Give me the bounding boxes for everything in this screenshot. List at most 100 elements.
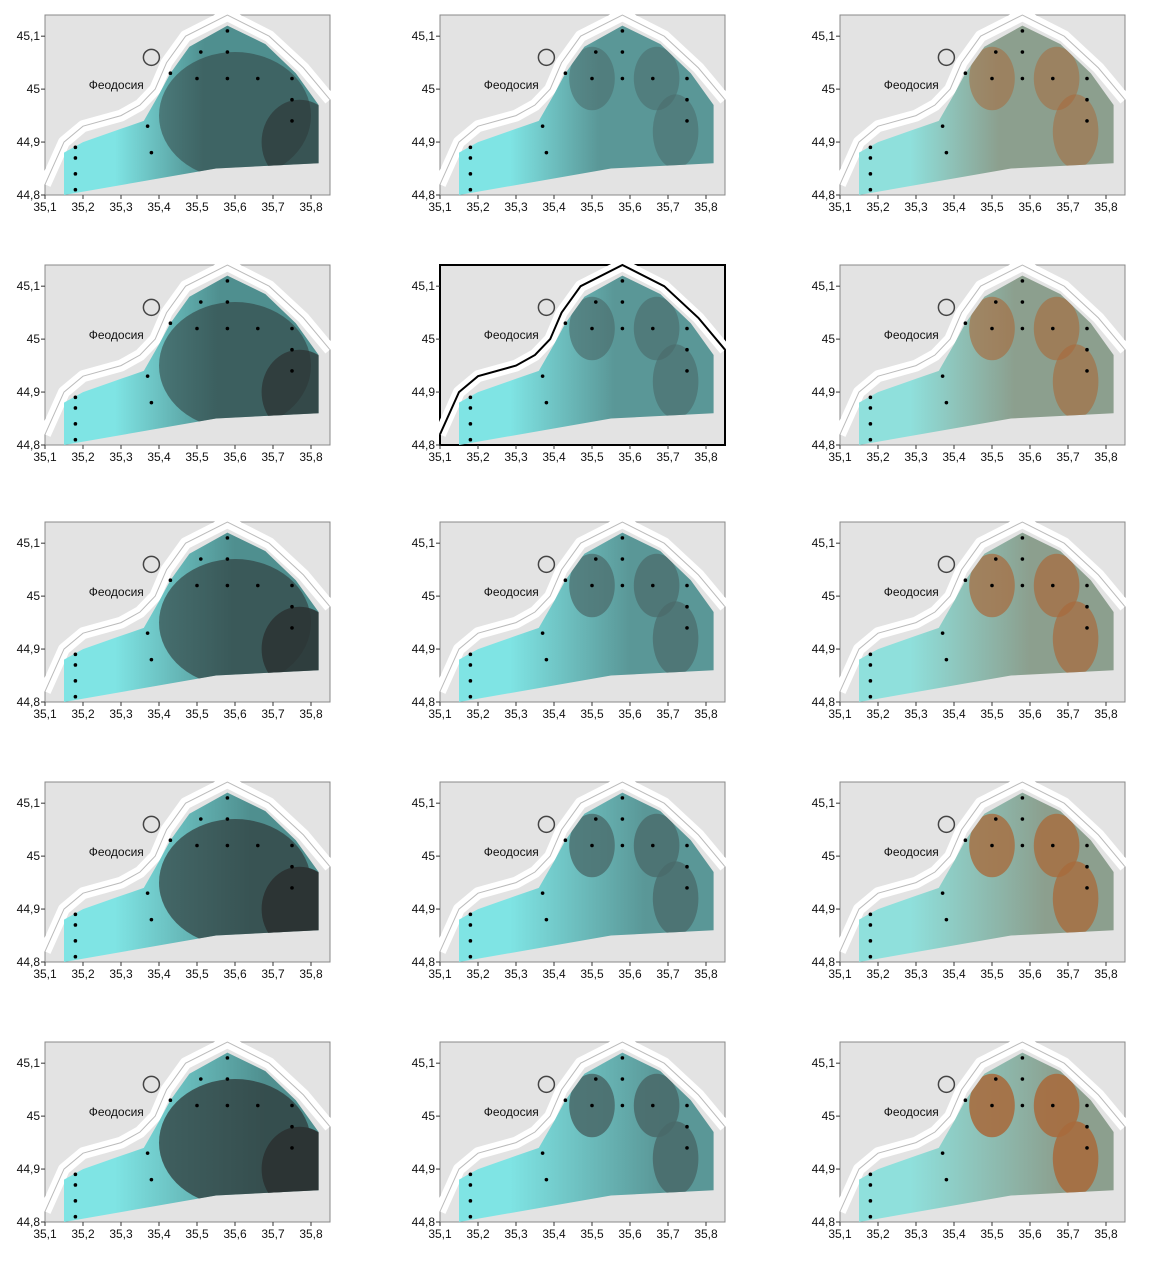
- station: [469, 923, 473, 927]
- city-label: Феодосия: [484, 585, 539, 599]
- y-tick-label: 44,9: [812, 1162, 836, 1176]
- station: [146, 124, 150, 128]
- x-tick-label: 35,8: [299, 1227, 323, 1241]
- station: [74, 923, 78, 927]
- x-tick-label: 35,6: [223, 967, 247, 981]
- x-tick-label: 35,8: [1094, 200, 1118, 214]
- station: [541, 891, 545, 895]
- station: [621, 279, 625, 283]
- station: [74, 695, 78, 699]
- station: [869, 188, 873, 192]
- x-tick-label: 35,6: [618, 707, 642, 721]
- x-tick-label: 35,5: [980, 967, 1004, 981]
- station: [594, 50, 598, 54]
- station: [1051, 327, 1055, 331]
- y-tick-label: 44,8: [17, 1215, 41, 1229]
- station: [964, 71, 968, 75]
- station: [1085, 584, 1089, 588]
- x-tick-label: 35,2: [466, 200, 490, 214]
- x-tick-label: 35,7: [261, 200, 285, 214]
- station: [541, 1151, 545, 1155]
- city-label: Феодосия: [89, 845, 144, 859]
- station: [945, 918, 949, 922]
- map-panel: Феодосия35,135,235,335,435,535,635,735,8…: [412, 522, 725, 721]
- page: Феодосия 35,1 35,2 35,3 35,4 35,5 35,6 35,7 35,8…: [0, 0, 1159, 1279]
- station: [290, 605, 294, 609]
- station: [621, 77, 625, 81]
- station: [1051, 844, 1055, 848]
- station: [256, 1104, 260, 1108]
- station: [1021, 1056, 1025, 1060]
- station: [1085, 348, 1089, 352]
- x-tick-label: 35,1: [828, 450, 852, 464]
- y-tick-label: 45: [27, 849, 41, 863]
- station: [290, 119, 294, 123]
- station: [685, 584, 689, 588]
- station: [564, 71, 568, 75]
- station: [74, 1183, 78, 1187]
- x-tick-label: 35,4: [542, 450, 566, 464]
- y-tick-label: 44,9: [17, 1162, 41, 1176]
- station: [990, 77, 994, 81]
- y-tick-label: 45,1: [17, 1056, 41, 1070]
- city-label: Феодосия: [884, 585, 939, 599]
- city-label: Феодосия: [89, 328, 144, 342]
- x-tick-label: 35,4: [147, 200, 171, 214]
- x-tick-label: 35,1: [33, 967, 57, 981]
- station: [469, 663, 473, 667]
- x-tick-label: 35,3: [504, 707, 528, 721]
- station: [226, 77, 230, 81]
- y-tick-label: 45: [822, 332, 836, 346]
- station: [545, 151, 549, 155]
- city-label: Феодосия: [484, 328, 539, 342]
- contour-region: [653, 1121, 699, 1195]
- station: [869, 1199, 873, 1203]
- contour-region: [653, 344, 699, 418]
- map-panel: Феодосия35,135,235,335,435,535,635,735,8…: [812, 265, 1125, 464]
- x-tick-label: 35,5: [185, 967, 209, 981]
- station: [226, 536, 230, 540]
- x-tick-label: 35,3: [109, 967, 133, 981]
- station: [685, 348, 689, 352]
- station: [685, 626, 689, 630]
- x-tick-label: 35,2: [466, 707, 490, 721]
- y-tick-label: 45: [822, 82, 836, 96]
- station: [1085, 844, 1089, 848]
- station: [1085, 369, 1089, 373]
- y-tick-label: 44,9: [17, 385, 41, 399]
- y-tick-label: 45: [422, 589, 436, 603]
- x-tick-label: 35,3: [504, 967, 528, 981]
- station: [290, 369, 294, 373]
- x-tick-label: 35,2: [866, 707, 890, 721]
- station: [195, 327, 199, 331]
- station: [994, 1077, 998, 1081]
- station: [545, 658, 549, 662]
- y-tick-label: 44,9: [812, 135, 836, 149]
- contour-region: [1053, 344, 1099, 418]
- x-tick-label: 35,4: [542, 1227, 566, 1241]
- x-tick-label: 35,6: [1018, 707, 1042, 721]
- city-label: Феодосия: [484, 1105, 539, 1119]
- station: [199, 50, 203, 54]
- station: [869, 1183, 873, 1187]
- station: [590, 584, 594, 588]
- station: [564, 1098, 568, 1102]
- x-tick-label: 35,1: [33, 1227, 57, 1241]
- x-tick-label: 35,5: [185, 1227, 209, 1241]
- x-tick-label: 35,7: [656, 200, 680, 214]
- station: [594, 817, 598, 821]
- x-tick-label: 35,4: [942, 200, 966, 214]
- y-tick-label: 44,8: [412, 695, 436, 709]
- station: [590, 844, 594, 848]
- map-panel: Феодосия35,135,235,335,435,535,635,735,8…: [17, 1042, 338, 1241]
- y-tick-label: 44,8: [812, 695, 836, 709]
- y-tick-label: 44,9: [17, 642, 41, 656]
- map-panel: Феодосия35,135,235,335,435,535,635,735,8…: [412, 1042, 725, 1241]
- station: [256, 584, 260, 588]
- x-tick-label: 35,4: [542, 707, 566, 721]
- map-panel: Феодосия35,135,235,335,435,535,635,735,8…: [812, 782, 1125, 981]
- station: [1085, 1146, 1089, 1150]
- x-tick-label: 35,4: [147, 450, 171, 464]
- x-tick-label: 35,1: [428, 707, 452, 721]
